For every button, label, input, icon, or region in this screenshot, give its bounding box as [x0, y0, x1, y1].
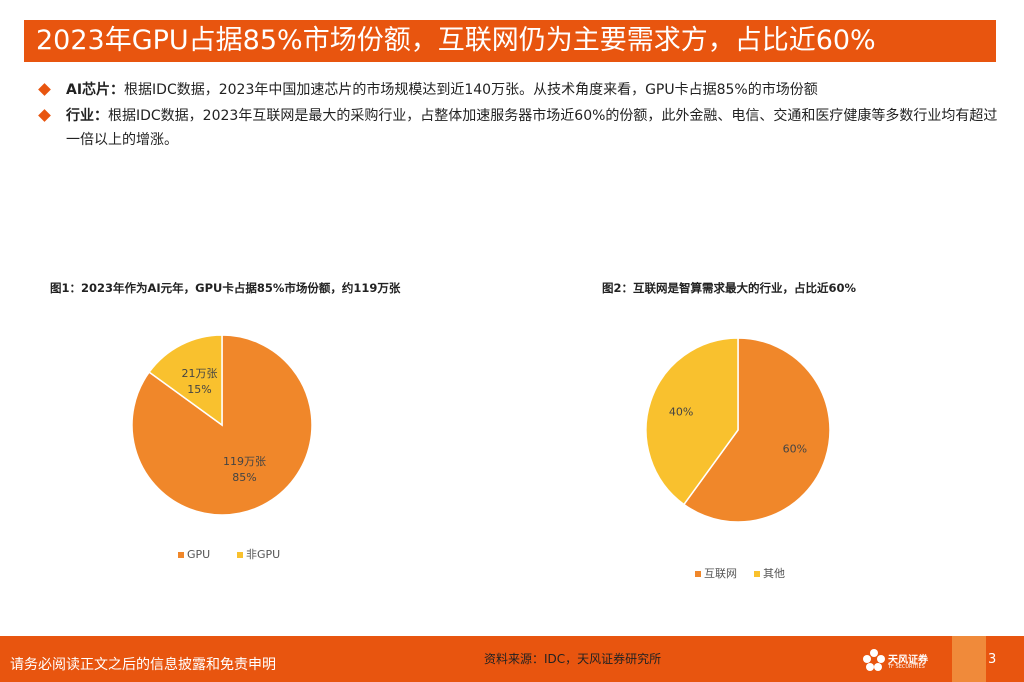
pie-label-1: 40% [669, 406, 693, 419]
tf-logo: 天风证券 TF SECURITIES [862, 646, 942, 676]
pie-slice-1 [148, 334, 223, 427]
legend-label-1: 非GPU [246, 548, 280, 561]
pie-label-0: 60% [783, 442, 807, 455]
page-title: 2023年GPU占据85%市场份额，互联网仍为主要需求方，占比近60% [36, 25, 876, 56]
legend-swatch-0 [695, 571, 701, 577]
legend-swatch-1 [754, 571, 760, 577]
page-number: 3 [988, 652, 997, 667]
bullet-label: 行业： [66, 108, 108, 124]
bullet-label: AI芯片： [66, 82, 125, 98]
pie-label-1: 15% [187, 383, 211, 396]
legend-label-0: 互联网 [704, 567, 737, 580]
chart2-title: 图2：互联网是智算需求最大的行业，占比近60% [602, 281, 857, 295]
title-bar: 2023年GPU占据85%市场份额，互联网仍为主要需求方，占比近60% [24, 20, 996, 62]
legend-swatch-1 [237, 552, 243, 558]
pie-label-0: 119万张 [223, 455, 266, 468]
diamond-bullet-icon [38, 83, 51, 96]
legend-swatch-0 [178, 552, 184, 558]
footer: 请务必阅读正文之后的信息披露和免责申明 资料来源：IDC，天风证券研究所 天风证… [0, 636, 1024, 682]
pie-slice-0 [682, 337, 831, 523]
bullet-list: AI芯片：根据IDC数据，2023年中国加速芯片的市场规模达到近140万张。从技… [38, 78, 998, 154]
flower-logo-icon [863, 649, 885, 671]
pie-label-0: 85% [232, 471, 256, 484]
pie-slice-1 [645, 337, 739, 506]
pie-chart-industry: 60% 40% 互联网 其他 [645, 337, 831, 580]
bullet-industry: 行业：根据IDC数据，2023年互联网是最大的采购行业，占整体加速服务器市场近6… [38, 104, 998, 152]
pie-label-1: 21万张 [182, 367, 218, 380]
bullet-ai-chip: AI芯片：根据IDC数据，2023年中国加速芯片的市场规模达到近140万张。从技… [38, 78, 998, 102]
bullet-text: 根据IDC数据，2023年互联网是最大的采购行业，占整体加速服务器市场近60%的… [66, 108, 998, 148]
diamond-bullet-icon [38, 109, 51, 122]
footer-decoration [952, 636, 986, 682]
bullet-text: 根据IDC数据，2023年中国加速芯片的市场规模达到近140万张。从技术角度来看… [124, 82, 818, 98]
logo-text: 天风证券 [888, 655, 928, 666]
legend-label-0: GPU [187, 548, 210, 561]
chart1-title: 图1：2023年作为AI元年，GPU卡占据85%市场份额，约119万张 [50, 281, 401, 295]
legend-label-1: 其他 [763, 567, 785, 580]
pie-chart-gpu: 119万张 85% 21万张 15% GPU 非GPU [131, 334, 313, 561]
disclaimer: 请务必阅读正文之后的信息披露和免责申明 [10, 657, 276, 673]
source-note: 资料来源：IDC，天风证券研究所 [484, 652, 662, 666]
logo-subtext: TF SECURITIES [888, 664, 925, 670]
